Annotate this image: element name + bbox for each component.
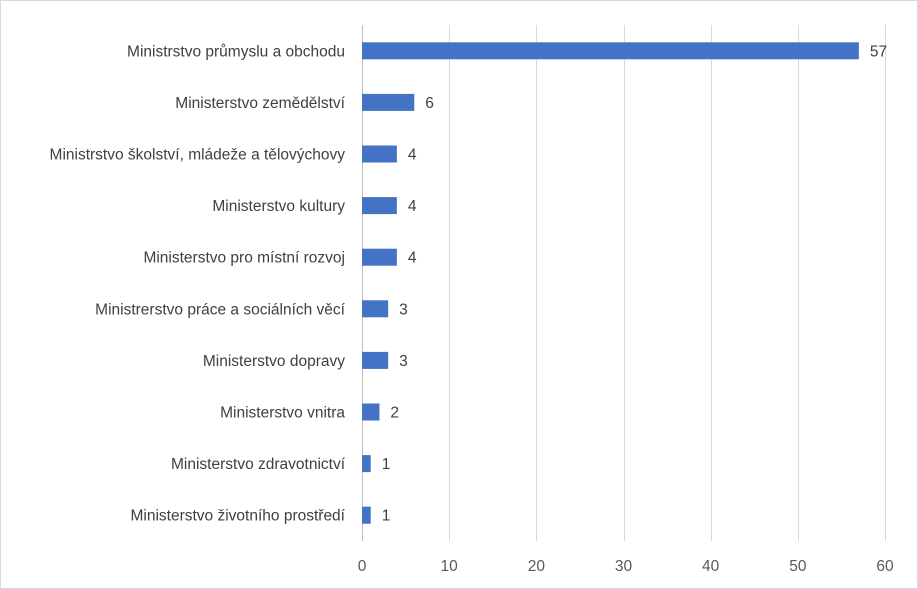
category-label: Ministerstvo pro místní rozvoj [143,250,345,267]
bar [362,42,859,60]
bar [362,197,397,215]
data-label: 4 [408,147,417,164]
x-tick-label: 40 [702,558,720,575]
data-label: 4 [408,250,417,267]
bar [362,145,397,163]
category-label: Ministerstvo zdravotnictví [171,456,346,473]
bar [362,248,397,266]
x-tick-label: 10 [441,558,459,575]
data-label: 2 [390,405,399,422]
bar [362,403,380,421]
data-label: 1 [382,456,391,473]
data-label: 1 [382,508,391,525]
data-label: 57 [870,43,887,60]
category-label: Ministerstvo zemědělství [175,95,345,112]
bar [362,300,389,318]
data-label: 4 [408,198,417,215]
bar [362,506,371,524]
category-label: Ministerstvo kultury [212,198,345,215]
category-label: Ministerstvo životního prostředí [130,508,345,525]
category-label: Ministrerstvo práce a sociálních věcí [95,301,346,318]
data-label: 6 [425,95,434,112]
category-label: Ministerstvo dopravy [203,353,345,370]
category-label: Ministrstvo školství, mládeže a tělových… [50,147,346,164]
x-tick-label: 0 [358,558,367,575]
data-label: 3 [399,301,408,318]
bar [362,93,415,111]
bar [362,455,371,473]
x-tick-label: 20 [528,558,546,575]
data-label: 3 [399,353,408,370]
category-label: Ministerstvo vnitra [220,405,345,422]
bar [362,351,389,369]
x-tick-label: 50 [789,558,807,575]
x-tick-label: 60 [876,558,894,575]
category-label: Ministrstvo průmyslu a obchodu [127,43,345,60]
x-tick-label: 30 [615,558,633,575]
